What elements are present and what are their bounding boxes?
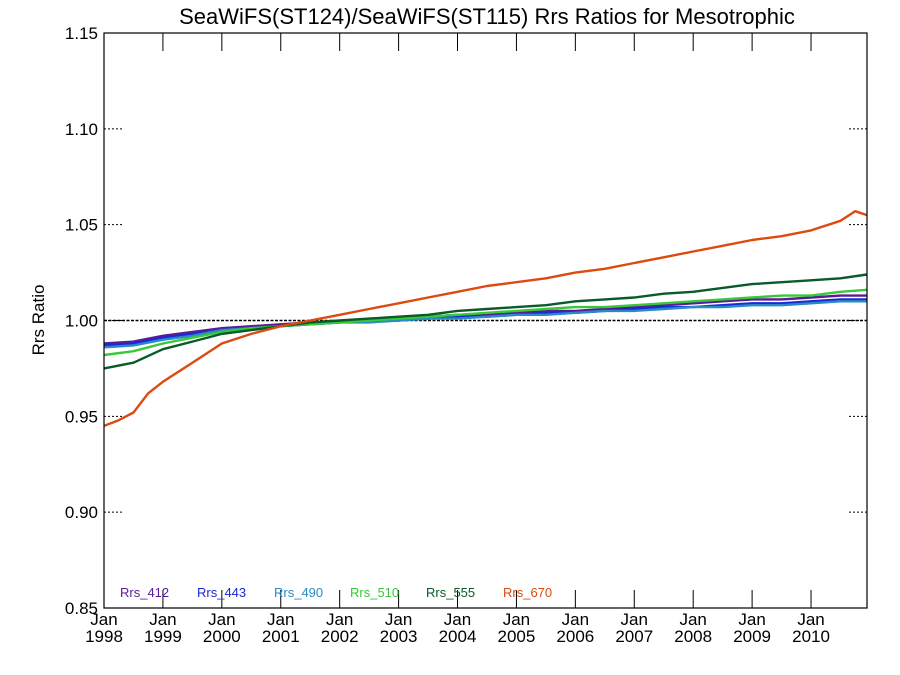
y-tick-label: 1.00 <box>65 312 98 331</box>
x-tick-label-year: 2010 <box>792 627 830 646</box>
y-axis-label: Rrs Ratio <box>29 285 48 356</box>
x-tick-label-month: Jan <box>90 610 117 629</box>
x-tick-label-year: 2006 <box>556 627 594 646</box>
y-tick-label: 1.05 <box>65 216 98 235</box>
x-tick-label-year: 2004 <box>439 627 477 646</box>
x-tick-label-year: 2001 <box>262 627 300 646</box>
x-tick-label-month: Jan <box>797 610 824 629</box>
x-tick-label-month: Jan <box>444 610 471 629</box>
legend-entry-rrs-443: Rrs_443 <box>197 585 246 600</box>
plot-area: 0.850.900.951.001.051.101.15Jan1998Jan19… <box>65 24 868 646</box>
x-tick-label-month: Jan <box>503 610 530 629</box>
x-tick-label-month: Jan <box>208 610 235 629</box>
x-tick-label-month: Jan <box>326 610 353 629</box>
series-line-rrs-555 <box>103 273 868 370</box>
x-tick-label-year: 2002 <box>321 627 359 646</box>
x-tick-label-year: 2007 <box>615 627 653 646</box>
x-tick-label-month: Jan <box>738 610 765 629</box>
x-tick-label-year: 1999 <box>144 627 182 646</box>
y-tick-label: 1.15 <box>65 24 98 43</box>
x-tick-label-month: Jan <box>149 610 176 629</box>
x-tick-label-month: Jan <box>679 610 706 629</box>
y-tick-label: 0.90 <box>65 503 98 522</box>
x-tick-label-month: Jan <box>621 610 648 629</box>
y-tick-label: 1.10 <box>65 120 98 139</box>
legend-entry-rrs-490: Rrs_490 <box>274 585 323 600</box>
x-tick-label-year: 1998 <box>85 627 123 646</box>
series-line-rrs-510 <box>103 288 868 357</box>
x-tick-label-year: 2003 <box>380 627 418 646</box>
series-line-rrs-490 <box>103 300 867 349</box>
legend-entry-rrs-670: Rrs_670 <box>503 585 552 600</box>
legend-entry-rrs-555: Rrs_555 <box>426 585 475 600</box>
x-tick-label-year: 2005 <box>498 627 536 646</box>
x-tick-label-year: 2009 <box>733 627 771 646</box>
legend-entry-rrs-510: Rrs_510 <box>350 585 399 600</box>
x-tick-label-year: 2000 <box>203 627 241 646</box>
y-tick-label: 0.85 <box>65 599 98 618</box>
series-line-rrs-670 <box>103 209 868 428</box>
x-tick-label-year: 2008 <box>674 627 712 646</box>
series-line-rrs-412 <box>103 294 867 345</box>
chart-title: SeaWiFS(ST124)/SeaWiFS(ST115) Rrs Ratios… <box>179 4 795 29</box>
plot-frame <box>103 32 868 609</box>
y-tick-label: 0.95 <box>65 407 98 426</box>
legend-entry-rrs-412: Rrs_412 <box>120 585 169 600</box>
x-tick-label-month: Jan <box>562 610 589 629</box>
x-tick-label-month: Jan <box>385 610 412 629</box>
x-tick-label-month: Jan <box>267 610 294 629</box>
